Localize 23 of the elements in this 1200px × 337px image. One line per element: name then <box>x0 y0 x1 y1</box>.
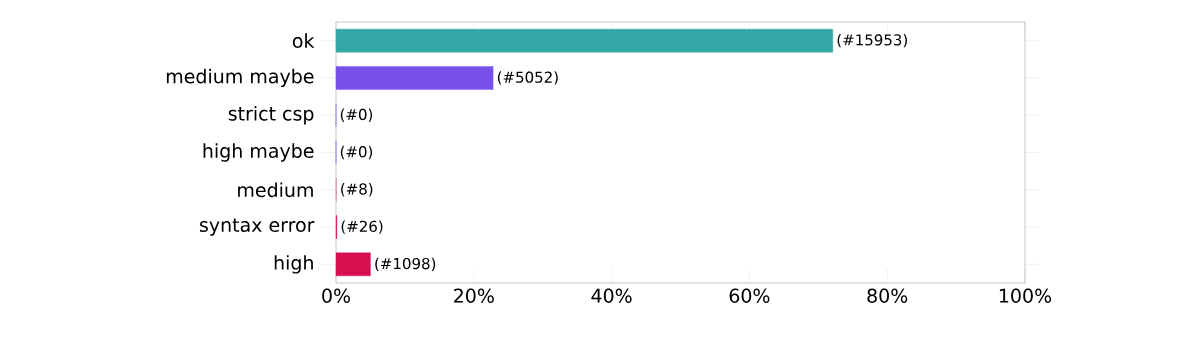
bar <box>335 28 833 53</box>
y-tick-label: high <box>274 255 313 274</box>
bar <box>335 66 494 90</box>
y-tick-label: ok <box>292 33 315 48</box>
annotation: (#8) <box>341 183 373 197</box>
annotation: (#0) <box>340 108 373 122</box>
bar <box>335 252 371 277</box>
annotation: (#15953) <box>837 33 907 48</box>
y-tick-label: medium maybe <box>166 68 314 88</box>
x-tick-label: 20% <box>454 288 494 303</box>
x-tick-label: 100% <box>999 288 1052 303</box>
x-tick-label: 80% <box>867 288 908 303</box>
x-tick-label: 60% <box>729 288 770 303</box>
x-tick-label: 0% <box>322 288 351 303</box>
y-tick-label: strict csp <box>228 106 314 125</box>
y-tick-label: high maybe <box>203 143 314 162</box>
y-tick-label: syntax error <box>199 218 315 236</box>
y-tick-label: medium <box>238 182 313 198</box>
x-tick-label: 40% <box>591 288 632 303</box>
annotation: (#0) <box>340 145 373 160</box>
annotation: (#26) <box>341 220 383 234</box>
annotation: (#5052) <box>497 71 558 85</box>
annotation: (#1098) <box>375 257 436 272</box>
